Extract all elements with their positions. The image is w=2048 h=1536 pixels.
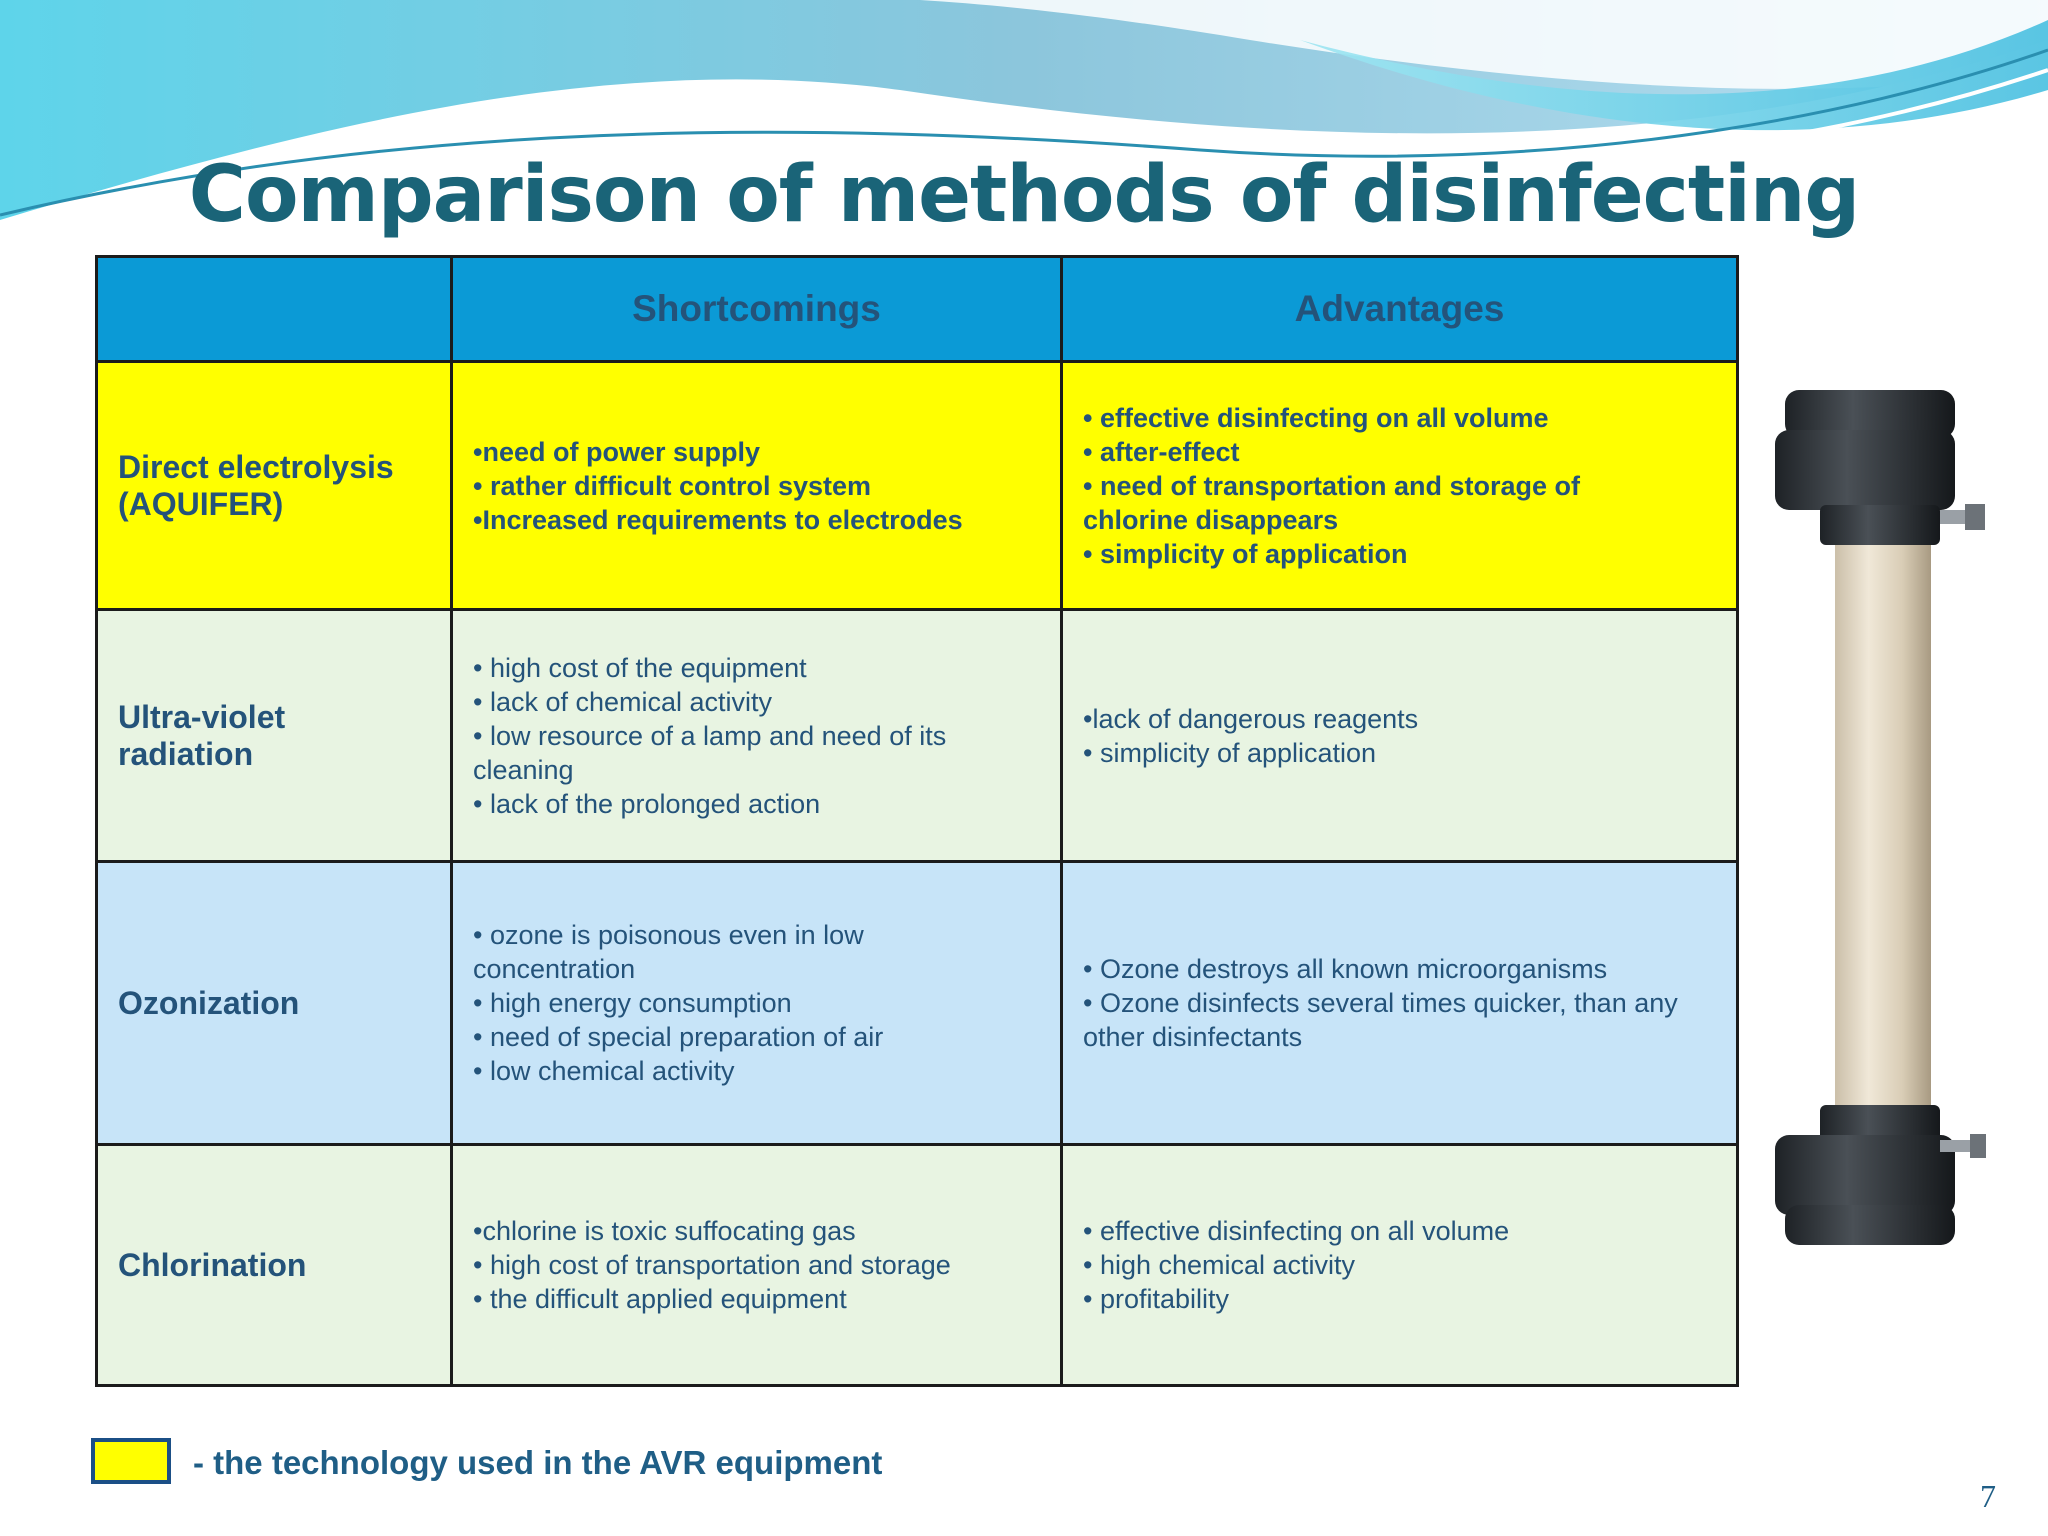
advantage-item: • profitability	[1083, 1284, 1230, 1314]
advantage-item: • after-effect	[1083, 436, 1240, 467]
table-row-ozonization: Ozonization • ozone is poisonous even in…	[95, 860, 1739, 1146]
method-label: Direct electrolysis	[118, 448, 394, 485]
header-advantages: Advantages	[1060, 255, 1739, 363]
table-row-direct-electrolysis: Direct electrolysis (AQUIFER) •need of p…	[95, 360, 1739, 611]
advantage-item: • simplicity of application	[1083, 538, 1408, 569]
advantages-cell: •lack of dangerous reagents • simplicity…	[1060, 608, 1739, 863]
advantage-item: • Ozone destroys all known microorganism…	[1083, 954, 1608, 984]
wave-banner	[0, 0, 2048, 227]
method-label: Ozonization	[118, 984, 300, 1021]
shortcoming-item: • lack of the prolonged action	[473, 788, 821, 819]
advantage-item: chlorine disappears	[1083, 504, 1339, 535]
shortcoming-item: • rather difficult control system	[473, 470, 872, 501]
advantage-item: • need of transportation and storage of	[1083, 470, 1580, 501]
comparison-table: Shortcomings Advantages Direct electroly…	[95, 255, 1739, 1387]
table-header-row: Shortcomings Advantages	[95, 255, 1739, 363]
shortcoming-item: • low chemical activity	[473, 1056, 735, 1086]
header-shortcomings: Shortcomings	[450, 255, 1063, 363]
method-label: radiation	[118, 735, 254, 772]
legend-color-swatch	[91, 1438, 171, 1484]
shortcoming-item: • low resource of a lamp and need of its	[473, 720, 947, 751]
shortcoming-item: •Increased requirements to electrodes	[473, 504, 963, 535]
electrolysis-cell-image	[1775, 390, 1986, 1245]
shortcoming-item: • lack of chemical activity	[473, 686, 773, 717]
advantage-item: other disinfectants	[1083, 1022, 1303, 1052]
shortcomings-cell: •need of power supply • rather difficult…	[450, 360, 1063, 611]
shortcoming-item: •need of power supply	[473, 436, 760, 467]
method-cell: Ultra-violet radiation	[95, 608, 453, 863]
method-label: Ultra-violet	[118, 698, 286, 735]
advantages-cell: • effective disinfecting on all volume •…	[1060, 1143, 1739, 1387]
advantage-item: •lack of dangerous reagents	[1083, 703, 1419, 734]
table-row-ultra-violet: Ultra-violet radiation • high cost of th…	[95, 608, 1739, 863]
shortcoming-item: • need of special preparation of air	[473, 1022, 884, 1052]
shortcoming-item: • ozone is poisonous even in low	[473, 920, 864, 950]
page-number: 7	[1980, 1478, 1996, 1514]
method-label: Chlorination	[118, 1246, 307, 1283]
table-row-chlorination: Chlorination •chlorine is toxic suffocat…	[95, 1143, 1739, 1387]
method-cell: Direct electrolysis (AQUIFER)	[95, 360, 453, 611]
advantage-item: • high chemical activity	[1083, 1250, 1356, 1280]
shortcoming-item: • high cost of transportation and storag…	[473, 1250, 951, 1280]
shortcoming-item: cleaning	[473, 754, 574, 785]
method-cell: Chlorination	[95, 1143, 453, 1387]
shortcomings-cell: •chlorine is toxic suffocating gas • hig…	[450, 1143, 1063, 1387]
shortcomings-cell: • ozone is poisonous even in low concent…	[450, 860, 1063, 1146]
shortcomings-cell: • high cost of the equipment • lack of c…	[450, 608, 1063, 863]
method-label: (AQUIFER)	[118, 485, 284, 522]
shortcoming-item: concentration	[473, 954, 636, 984]
shortcoming-item: • high energy consumption	[473, 988, 792, 1018]
shortcoming-item: • high cost of the equipment	[473, 652, 807, 683]
advantage-item: • effective disinfecting on all volume	[1083, 1216, 1510, 1246]
advantages-cell: • effective disinfecting on all volume •…	[1060, 360, 1739, 611]
legend-text: - the technology used in the AVR equipme…	[193, 1444, 883, 1481]
method-cell: Ozonization	[95, 860, 453, 1146]
shortcoming-item: • the difficult applied equipment	[473, 1284, 847, 1314]
advantages-cell: • Ozone destroys all known microorganism…	[1060, 860, 1739, 1146]
header-empty	[95, 255, 453, 363]
shortcoming-item: •chlorine is toxic suffocating gas	[473, 1216, 856, 1246]
page-title: Comparison of methods of disinfecting	[188, 150, 1861, 240]
advantage-item: • simplicity of application	[1083, 737, 1377, 768]
advantage-item: • Ozone disinfects several times quicker…	[1083, 988, 1678, 1018]
advantage-item: • effective disinfecting on all volume	[1083, 402, 1549, 433]
